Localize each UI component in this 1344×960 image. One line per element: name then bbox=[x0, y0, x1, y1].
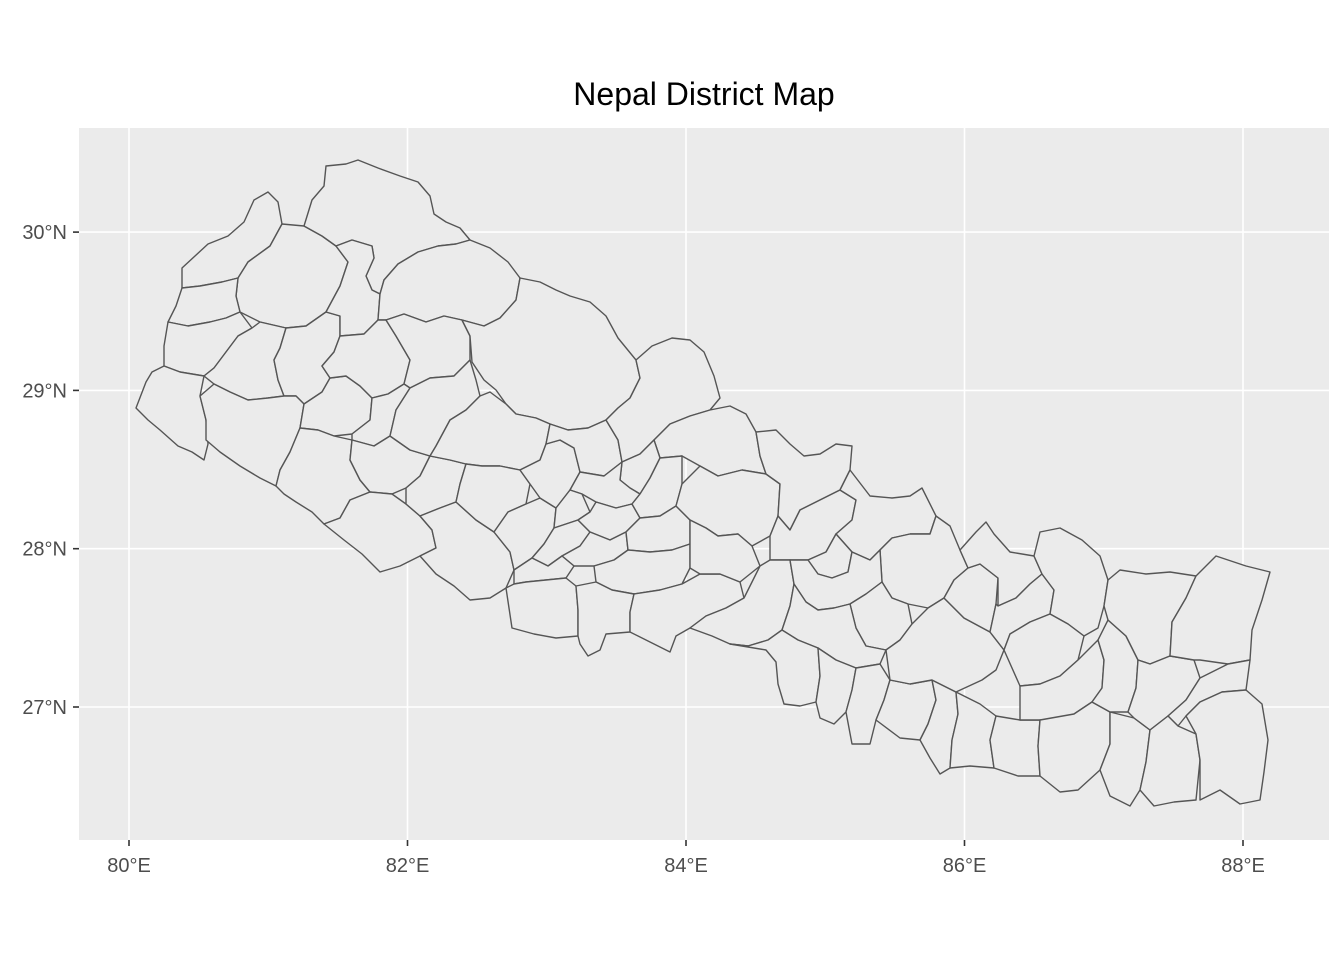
y-tick-label: 27°N bbox=[22, 697, 67, 719]
district-kapilvastu bbox=[505, 577, 579, 639]
district-rautahat bbox=[815, 647, 857, 725]
x-tick-label: 88°E bbox=[1221, 855, 1265, 877]
y-axis: 27°N 28°N 29°N 30°N bbox=[22, 222, 79, 719]
y-tick-label: 30°N bbox=[22, 222, 67, 244]
district-mugu bbox=[325, 239, 381, 337]
x-tick-label: 82°E bbox=[386, 855, 430, 877]
district-ilam bbox=[1169, 555, 1271, 665]
district-makwanpur bbox=[689, 519, 761, 583]
district-rupandehi bbox=[575, 581, 635, 657]
district-jhapa-east bbox=[1185, 689, 1269, 805]
district-siraha bbox=[949, 691, 997, 769]
district-saptari bbox=[989, 715, 1041, 777]
nepal-districts bbox=[135, 159, 1271, 807]
district-sankhuwasabha bbox=[1033, 527, 1109, 637]
x-axis: 80°E 82°E 84°E 86°E 88°E bbox=[107, 840, 1265, 877]
x-tick-label: 80°E bbox=[107, 855, 151, 877]
x-tick-label: 86°E bbox=[943, 855, 987, 877]
chart-title: Nepal District Map bbox=[573, 76, 835, 112]
district-sarlahi bbox=[845, 663, 891, 745]
y-tick-label: 28°N bbox=[22, 539, 67, 561]
x-tick-label: 84°E bbox=[664, 855, 708, 877]
y-tick-label: 29°N bbox=[22, 380, 67, 402]
